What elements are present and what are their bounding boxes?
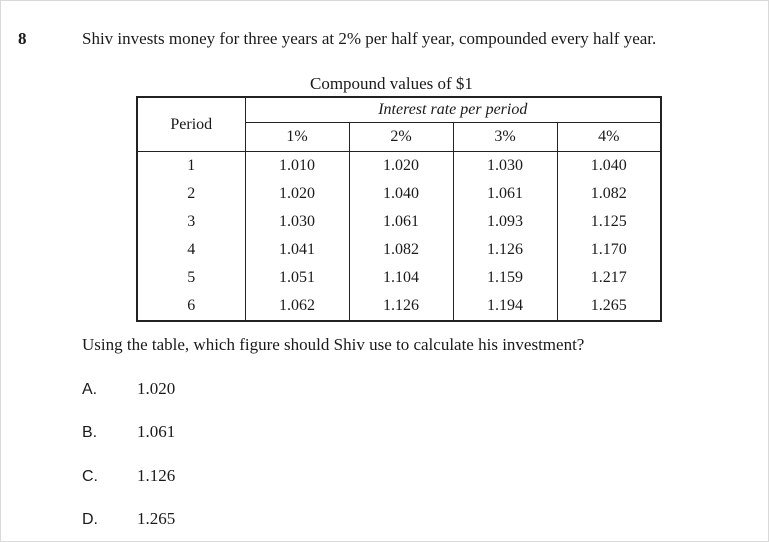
rate-header: 3% (453, 122, 558, 152)
value-cell: 1.051 (245, 264, 350, 292)
rate-header: 4% (557, 122, 662, 152)
rate-group-header: Interest rate per period (245, 97, 662, 123)
period-header: Period (137, 97, 246, 152)
period-cell: 3 (137, 208, 246, 236)
option-letter: C. (82, 468, 98, 485)
question-number: 8 (18, 29, 27, 48)
compound-values-table: Period Interest rate per period 1% 2% 3%… (136, 96, 663, 322)
option-value: 1.061 (137, 422, 176, 441)
value-cell: 1.126 (453, 236, 558, 264)
table-row: 6 1.062 1.126 1.194 1.265 (137, 292, 661, 321)
table-row: 2 1.020 1.040 1.061 1.082 (137, 180, 661, 208)
table-row: 5 1.051 1.104 1.159 1.217 (137, 264, 661, 292)
value-cell: 1.217 (590, 269, 627, 286)
period-cell: 4 (137, 236, 246, 264)
value-cell: 1.126 (349, 292, 454, 321)
option-a[interactable]: A. 1.020 (82, 379, 175, 399)
value-cell: 1.020 (245, 180, 350, 208)
rate-header-row: 1% 2% 3% 4% (137, 122, 662, 152)
option-letter: D. (82, 511, 98, 528)
value-cell: 1.030 (245, 208, 350, 236)
period-cell: 6 (137, 292, 246, 321)
option-value: 1.265 (137, 509, 176, 528)
value-cell: 1.062 (245, 292, 350, 321)
value-cell: 1.170 (590, 241, 627, 258)
value-cell: 1.082 (349, 236, 454, 264)
value-cell: 1.125 (590, 213, 627, 230)
period-cell: 5 (137, 264, 246, 292)
value-cell: 1.082 (590, 185, 627, 202)
question-prompt: Using the table, which figure should Shi… (82, 335, 585, 354)
value-cell: 1.010 (245, 151, 350, 180)
value-cell: 1.040 (590, 157, 627, 174)
table-caption: Compound values of $1 (310, 74, 473, 93)
value-cell: 1.265 (590, 297, 627, 314)
rate-header: 1% (245, 122, 350, 152)
option-letter: A. (82, 381, 98, 398)
value-cell: 1.020 (349, 151, 454, 180)
value-cell: 1.040 (349, 180, 454, 208)
table-row: 3 1.030 1.061 1.093 1.125 (137, 208, 661, 236)
option-letter: B. (82, 424, 98, 441)
question-text: Shiv invests money for three years at 2%… (82, 29, 657, 48)
value-cell: 1.041 (245, 236, 350, 264)
value-cell: 1.061 (453, 180, 558, 208)
option-b[interactable]: B. 1.061 (82, 422, 175, 442)
value-cell: 1.061 (349, 208, 454, 236)
value-cell: 1.093 (453, 208, 558, 236)
option-d[interactable]: D. 1.265 (82, 509, 175, 529)
table-row: 1 1.010 1.020 1.030 1.040 (137, 151, 661, 180)
option-value: 1.126 (137, 466, 176, 485)
option-c[interactable]: C. 1.126 (82, 466, 175, 486)
value-cell: 1.030 (453, 151, 558, 180)
value-cell: 1.159 (453, 264, 558, 292)
table-header-row: Period Interest rate per period (137, 97, 662, 152)
value-cell: 1.104 (349, 264, 454, 292)
value-cell: 1.194 (453, 292, 558, 321)
period-cell: 1 (137, 151, 246, 180)
period-cell: 2 (137, 180, 246, 208)
rate-header: 2% (349, 122, 454, 152)
option-value: 1.020 (137, 379, 176, 398)
table-row: 4 1.041 1.082 1.126 1.170 (137, 236, 661, 264)
